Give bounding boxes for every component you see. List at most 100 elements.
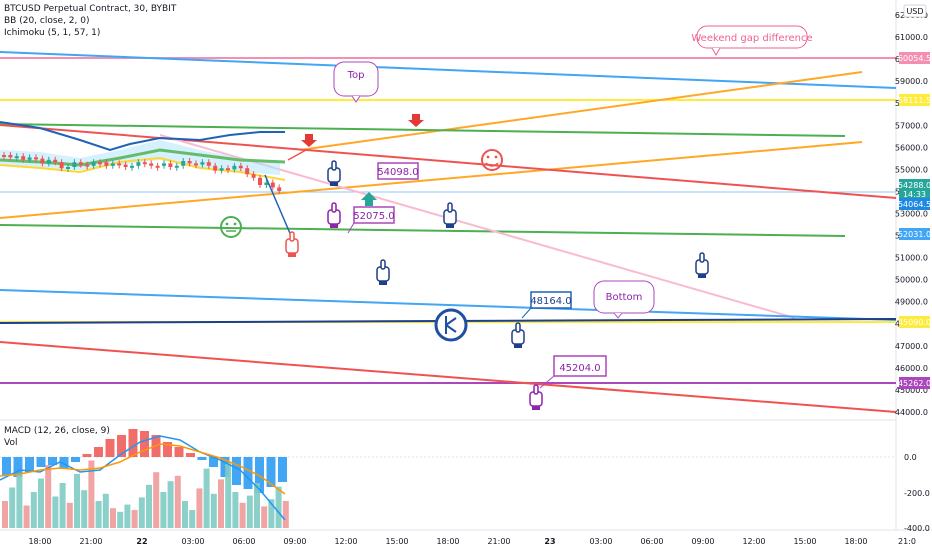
ichimoku-green-line — [0, 148, 286, 167]
candle-body — [72, 162, 77, 167]
volume-bar — [30, 492, 37, 528]
volume-bar — [196, 488, 203, 528]
ichimoku-cloud — [0, 140, 280, 175]
time-tick-label: 22 — [136, 537, 147, 546]
price-tag-box — [899, 198, 930, 210]
macd-bar — [13, 457, 23, 477]
macd-bar — [232, 457, 241, 485]
candle-body — [40, 158, 45, 164]
candle-body — [85, 164, 90, 167]
red-down-arrow-icon — [301, 134, 317, 147]
price-tick-label: 57000.0 — [895, 121, 928, 130]
candle-body — [46, 159, 51, 164]
candlesticks — [2, 152, 282, 194]
candle-body — [136, 162, 141, 166]
bb-yellow-line — [0, 156, 286, 181]
candle-body — [91, 162, 96, 166]
price-45204-text: 45204.0 — [559, 363, 600, 374]
macd-bar — [25, 457, 34, 472]
price-callout-45204[interactable]: 45204.0 — [539, 355, 607, 389]
price-tick-label: 56000.0 — [895, 143, 928, 152]
time-tick-label: 12:00 — [334, 537, 357, 546]
time-tick-label: 09:00 — [691, 537, 714, 546]
trendline-blue-top[interactable] — [0, 51, 897, 89]
volume-bar — [174, 475, 181, 528]
trendline-red-lower[interactable] — [0, 341, 897, 413]
candle-body — [123, 164, 128, 167]
signal-line — [0, 443, 286, 495]
candle-body — [142, 162, 147, 165]
legend-vol[interactable]: Vol — [4, 438, 18, 448]
macd-bar — [186, 453, 195, 457]
trendline-blue-lower[interactable] — [0, 289, 897, 321]
top-callout[interactable]: Top — [333, 61, 379, 103]
price-tag-box — [899, 52, 930, 64]
candle-body — [232, 165, 237, 170]
trendline-red-upper[interactable] — [0, 124, 897, 199]
volume-bar — [225, 463, 232, 528]
happy-face-icon — [481, 149, 503, 171]
time-tick-label: 15:00 — [385, 537, 408, 546]
macd-bar — [278, 457, 287, 482]
price-54098-text: 54098.0 — [377, 167, 418, 178]
candle-body — [27, 157, 32, 160]
price-callout-48164[interactable]: 48164.0 — [521, 291, 572, 319]
candle-body — [213, 165, 218, 171]
price-tick-label: 49000.0 — [895, 298, 928, 307]
candle-body — [66, 167, 70, 169]
price-tag-box — [899, 316, 930, 328]
volume-bar — [246, 495, 253, 528]
candle-body — [251, 174, 256, 178]
volume-bar — [232, 492, 239, 528]
volume-bar — [2, 501, 8, 528]
time-axis[interactable]: 18:00 21:00 22 03:00 06:00 09:00 12:00 15:00 18:… — [28, 537, 916, 546]
candle-body — [98, 162, 102, 165]
top-text: Top — [347, 70, 365, 81]
macd-tick-label: -400.0 — [904, 524, 930, 533]
candle-body — [117, 163, 122, 166]
trendline-orange-upper[interactable] — [299, 71, 863, 151]
price-tag-label: 45090.0 — [898, 318, 931, 327]
candle-body — [162, 163, 166, 166]
candle-body — [219, 168, 224, 171]
weekend-gap-callout[interactable]: Weekend gap difference — [691, 25, 813, 57]
volume-bar — [160, 492, 167, 528]
price-tag-label: 54288.0 — [898, 181, 931, 190]
macd-bar — [48, 457, 57, 465]
trendline-green-upper[interactable] — [0, 123, 846, 137]
trendline-orange-lower[interactable] — [0, 141, 863, 219]
legend-macd[interactable]: MACD (12, 26, close, 9) — [4, 426, 110, 436]
candle-body — [34, 157, 38, 160]
bottom-text: Bottom — [606, 292, 643, 303]
volume-bar — [261, 506, 268, 528]
volume-bar — [38, 478, 44, 528]
volume-bar — [282, 501, 289, 528]
level-52031-line[interactable] — [0, 224, 846, 237]
candle-body — [130, 165, 134, 168]
time-tick-label: 12:00 — [742, 537, 765, 546]
price-callout-54098[interactable]: 54098.0 — [377, 162, 419, 180]
price-tick-label: 61000.0 — [895, 33, 928, 42]
price-tag-box — [899, 228, 930, 240]
time-tick-label: 06:00 — [640, 537, 663, 546]
candle-body — [8, 155, 13, 158]
price-tag-box — [899, 377, 930, 389]
price-tag-label: 58111.5 — [898, 96, 931, 105]
legend-bb[interactable]: BB (20, close, 2, 0) — [4, 16, 90, 26]
price-callout-52075[interactable]: 52075.0 — [347, 206, 395, 234]
bb-blue-upper — [0, 121, 285, 152]
macd-bar — [197, 457, 207, 460]
volume-bar — [153, 472, 160, 528]
macd-bar — [266, 457, 276, 487]
volume-bar — [66, 502, 73, 528]
candle-body — [226, 168, 230, 171]
bottom-callout[interactable]: Bottom — [593, 280, 655, 319]
volume-bar — [167, 481, 174, 528]
legend-title[interactable]: BTCUSD Perpetual Contract, 30, BYBIT — [4, 4, 177, 14]
hand-pointer-navy-icon-2 — [443, 202, 457, 228]
time-tick-label: 21:00 — [487, 537, 510, 546]
candle-body — [2, 155, 6, 157]
legend-ichimoku[interactable]: Ichimoku (5, 1, 57, 1) — [4, 28, 101, 38]
macd-axis[interactable]: 0.0 -200.0 -400.0 — [904, 453, 930, 533]
